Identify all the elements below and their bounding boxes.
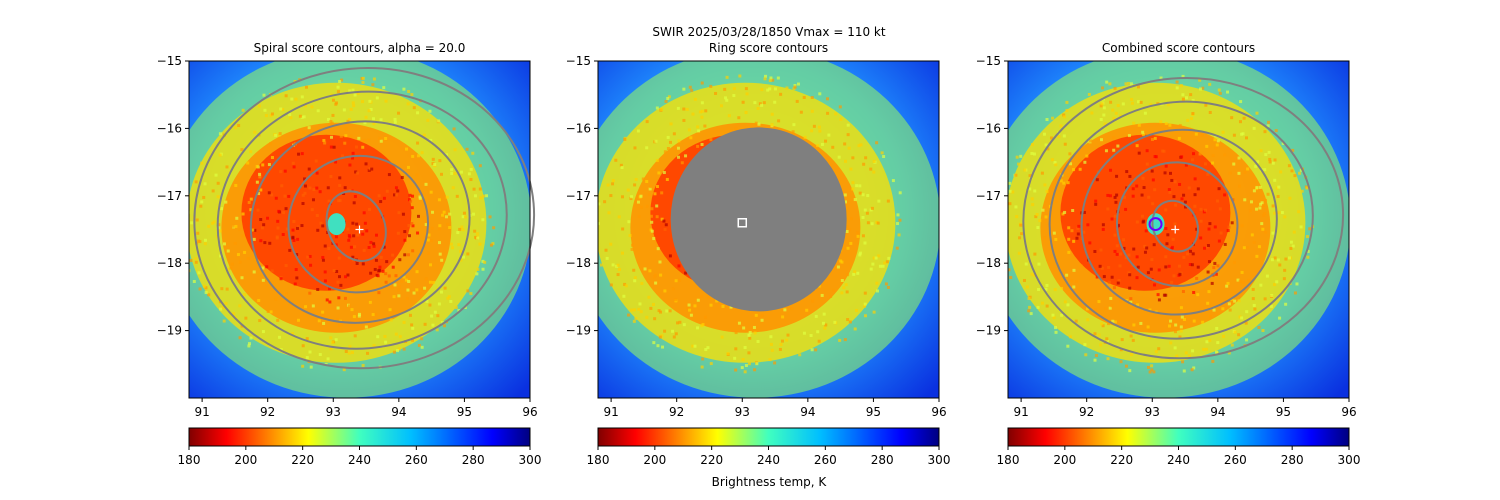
x-tick-label: 94 xyxy=(391,405,406,419)
y-tick-label: −18 xyxy=(976,256,1001,270)
x-tick-label: 95 xyxy=(1276,405,1291,419)
axes-frame xyxy=(1007,60,1350,399)
colorbar-tick-label: 200 xyxy=(643,453,666,467)
panel-ring: Ring score contours 91 92 93 94 95 96 −15 −16 −17… xyxy=(566,41,951,467)
colorbar-tick-label: 300 xyxy=(1338,453,1361,467)
colorbar-tick-label: 300 xyxy=(928,453,951,467)
y-tick-label: −15 xyxy=(157,54,182,68)
x-tick-label: 92 xyxy=(669,405,684,419)
colorbar-tick-label: 300 xyxy=(519,453,542,467)
x-tick-label: 95 xyxy=(866,405,881,419)
contour-line xyxy=(1115,161,1239,287)
contour-line xyxy=(1048,100,1314,340)
colorbar-tick-label: 220 xyxy=(1110,453,1133,467)
ring-mask xyxy=(670,127,847,312)
y-tick-label: −15 xyxy=(976,54,1001,68)
colorbar-tick-label: 200 xyxy=(234,453,257,467)
x-tick-label: 91 xyxy=(1013,405,1028,419)
x-tick-label: 92 xyxy=(260,405,275,419)
colorbar-tick-label: 240 xyxy=(1167,453,1190,467)
colorbar-tick-label: 200 xyxy=(1053,453,1076,467)
panel-combined: Combined score contours 91 92 93 94 95 96 −15 −1… xyxy=(976,41,1361,467)
colorbar-label: Brightness temp, K xyxy=(712,475,828,489)
x-tick-label: 95 xyxy=(457,405,472,419)
panel-spiral: Spiral score contours, alpha = 20.0 91 92 9… xyxy=(157,41,542,467)
colorbar-tick-label: 180 xyxy=(178,453,201,467)
panel-title: Combined score contours xyxy=(1102,41,1255,55)
x-tick-label: 94 xyxy=(800,405,815,419)
y-tick-label: −16 xyxy=(566,121,591,135)
y-tick-label: −19 xyxy=(157,324,182,338)
y-tick-label: −17 xyxy=(976,189,1001,203)
axes-frame xyxy=(188,60,531,399)
colorbar-tick-label: 280 xyxy=(871,453,894,467)
y-tick-label: −19 xyxy=(976,324,1001,338)
contour-line xyxy=(1080,128,1278,316)
colorbar-tick-label: 240 xyxy=(757,453,780,467)
contour-line xyxy=(325,190,387,262)
colorbar-tick-label: 260 xyxy=(405,453,428,467)
panel-title: Spiral score contours, alpha = 20.0 xyxy=(254,41,466,55)
x-tick-label: 96 xyxy=(931,405,946,419)
center-plus-marker xyxy=(1171,225,1180,234)
x-tick-label: 93 xyxy=(735,405,750,419)
x-tick-label: 92 xyxy=(1079,405,1094,419)
x-tick-label: 94 xyxy=(1210,405,1225,419)
suptitle: SWIR 2025/03/28/1850 Vmax = 110 kt xyxy=(652,25,885,39)
panel-title: Ring score contours xyxy=(709,41,828,55)
colorbar-tick-label: 280 xyxy=(1281,453,1304,467)
x-tick-label: 91 xyxy=(603,405,618,419)
colorbar xyxy=(1007,427,1350,447)
colorbar xyxy=(188,427,531,447)
y-tick-label: −17 xyxy=(157,189,182,203)
colorbar-tick-label: 220 xyxy=(291,453,314,467)
x-tick-label: 96 xyxy=(1341,405,1356,419)
y-tick-label: −15 xyxy=(566,54,591,68)
contour-line xyxy=(216,90,508,350)
contour-line xyxy=(287,154,429,294)
contour-line xyxy=(1151,199,1199,253)
x-tick-label: 93 xyxy=(326,405,341,419)
brightness-image xyxy=(1008,61,1349,398)
colorbar-tick-label: 180 xyxy=(587,453,610,467)
y-tick-label: −19 xyxy=(566,324,591,338)
score-contours xyxy=(193,66,536,370)
y-tick-label: −16 xyxy=(976,121,1001,135)
x-tick-label: 96 xyxy=(522,405,537,419)
y-tick-label: −18 xyxy=(157,256,182,270)
center-plus-marker xyxy=(355,225,364,234)
contour-line xyxy=(193,66,536,370)
contour-line xyxy=(1022,76,1345,360)
y-tick-label: −18 xyxy=(566,256,591,270)
colorbar-tick-label: 260 xyxy=(814,453,837,467)
center-circle-marker xyxy=(1148,217,1163,232)
colorbar-tick-label: 280 xyxy=(462,453,485,467)
contour-line xyxy=(249,120,471,324)
colorbar-tick-label: 220 xyxy=(700,453,723,467)
y-tick-label: −16 xyxy=(157,121,182,135)
center-square-marker xyxy=(737,218,748,228)
colorbar-tick-label: 180 xyxy=(997,453,1020,467)
colorbar xyxy=(597,427,940,447)
x-tick-label: 91 xyxy=(194,405,209,419)
colorbar-tick-label: 260 xyxy=(1224,453,1247,467)
x-tick-label: 93 xyxy=(1145,405,1160,419)
y-tick-label: −17 xyxy=(566,189,591,203)
score-contours xyxy=(1022,76,1345,360)
axes-frame xyxy=(597,60,940,399)
score-contours xyxy=(670,127,847,312)
colorbar-tick-label: 240 xyxy=(348,453,371,467)
